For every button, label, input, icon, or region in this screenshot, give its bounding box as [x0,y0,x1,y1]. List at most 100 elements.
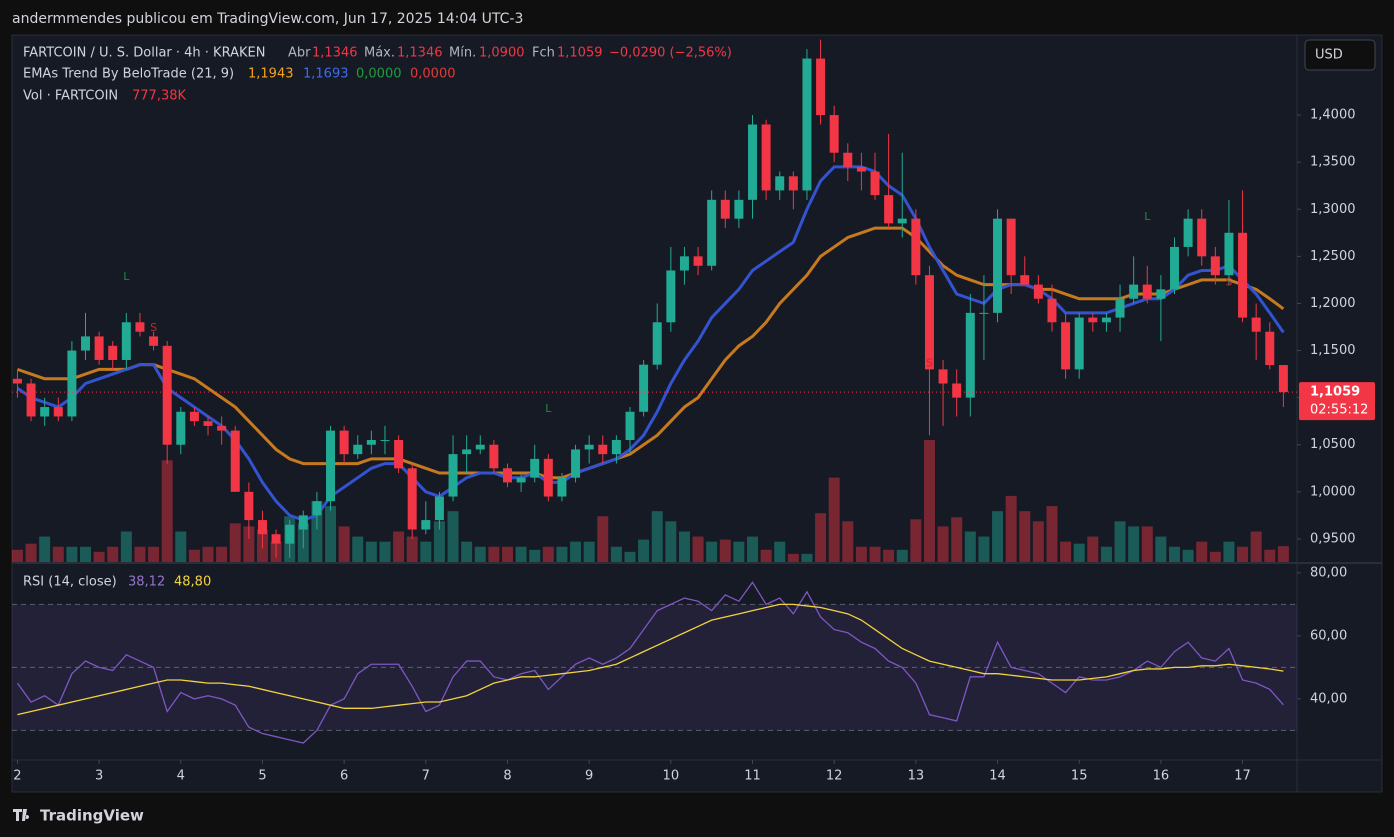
ema-line [16,226,1285,480]
volume-bar [515,546,527,562]
close-value: 1,1059 [557,46,603,61]
candle-body [1033,284,1043,299]
volume-bar [93,551,105,562]
candle-body [720,199,730,219]
candle-body [611,440,621,455]
candle-body [802,58,812,191]
candle-body [788,176,798,191]
candle-body [584,444,594,450]
volume-bar [134,546,146,562]
currency-button[interactable] [1304,39,1376,71]
candle-body [271,534,281,544]
volume-bar [1128,526,1140,562]
volume-bar [461,541,473,562]
volume-bar [501,546,513,562]
x-tick-label: 7 [422,769,430,784]
y-tick-label: 1,3500 [1310,155,1356,170]
volume-bar [1114,521,1126,562]
marks: 0,95001,00001,05001,10001,15001,20001,25… [11,39,1375,784]
candle-body [407,468,417,530]
last-price-box [1299,382,1375,421]
candle-body [1020,275,1030,285]
volume-bar [393,531,405,562]
candle-body [421,520,431,530]
volume-bar [1100,546,1112,562]
candle-body [244,491,254,521]
candle-body [761,124,771,191]
volume-bar [529,549,541,562]
volume-bar [842,521,854,562]
volume-bar [1168,546,1180,562]
candle-body [26,383,36,417]
signal: S [150,321,157,334]
volume-bar [406,536,418,562]
candle-body [829,115,839,153]
y-tick-label: 1,4000 [1310,108,1356,123]
candle-body [12,378,22,384]
volume-bar [1155,536,1167,562]
y-tick-label: 1,2500 [1310,249,1356,264]
candle-body [530,458,540,478]
volume-bar [311,501,323,562]
volume-bar [1060,541,1072,562]
signal: L [545,402,552,415]
brand: TradingView [40,807,144,825]
candle-body [1224,232,1234,276]
volume-bar [229,523,241,562]
volume-bar [992,511,1004,562]
x-tick-label: 15 [1071,769,1088,784]
candle-body [135,322,145,332]
volume-bar [638,539,650,562]
x-tick-label: 3 [95,769,103,784]
candle-body [897,218,907,224]
volume-bar [1209,551,1221,562]
x-tick-label: 11 [744,769,761,784]
candle-body [53,407,63,417]
volume-bar [120,531,132,562]
volume-bar [25,543,37,562]
volume-bar [1005,495,1017,562]
volume-title: Vol · FARTCOIN [23,89,118,104]
high-label: Máx. [364,46,395,61]
candle-body [843,152,853,167]
change: −0,0290 (−2,56%) [609,46,732,61]
signal: L [1144,210,1151,223]
volume-bar [107,546,119,562]
candle-body [1265,331,1275,366]
volume-bar [1141,526,1153,562]
candle-body [965,312,975,398]
volume-bar [610,546,622,562]
volume-bar [488,546,500,562]
candle-body [257,520,267,535]
open-value: 1,1346 [312,46,358,61]
candle-body [1006,218,1016,276]
volume-bar [11,549,23,562]
currency-label[interactable]: USD [1315,48,1343,63]
volume-bar [1073,543,1085,562]
candle-body [434,496,444,521]
candle-body [489,444,499,469]
candle-body [625,411,635,441]
volume-bar [964,531,976,562]
volume-bar [883,549,895,562]
candle-body [1061,322,1071,370]
candle-body [679,256,689,271]
signal: S [926,357,933,370]
candle-body [516,477,526,483]
candle-body [203,421,213,426]
volume-bar [352,536,364,562]
volume-bar [651,511,663,562]
volume-bar [692,536,704,562]
volume-bar [338,526,350,562]
volume-bar [52,546,64,562]
volume-value: 777,38K [132,89,186,104]
volume-bar [978,536,990,562]
candle-body [1183,218,1193,247]
candle-body [734,199,744,219]
volume-bar [597,516,609,562]
candle-body [1047,298,1057,323]
candle-body [952,383,962,398]
brand-logo [13,809,30,821]
